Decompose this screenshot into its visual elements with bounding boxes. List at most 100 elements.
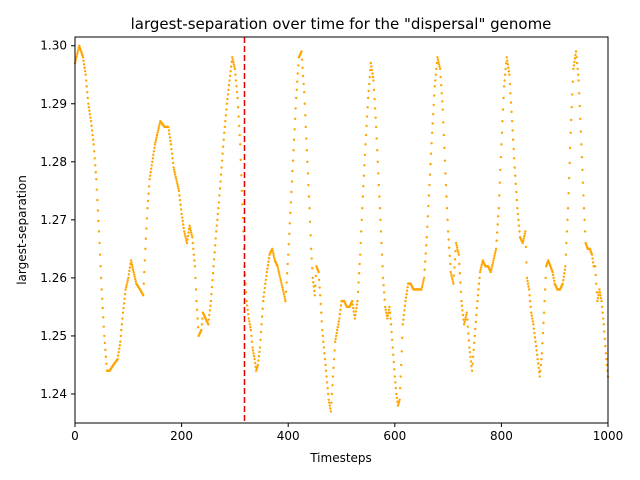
data-point <box>364 133 368 137</box>
chart-title: largest-separation over time for the "di… <box>131 15 552 33</box>
data-point <box>448 254 451 258</box>
data-point <box>294 107 297 110</box>
data-point <box>261 307 264 311</box>
data-point <box>285 281 288 284</box>
data-point <box>580 143 583 146</box>
data-point <box>288 232 291 235</box>
data-point <box>582 207 586 210</box>
data-point <box>509 92 512 95</box>
data-point <box>458 262 461 266</box>
data-point <box>83 70 87 73</box>
data-point <box>153 143 157 146</box>
data-point <box>146 207 149 210</box>
data-point <box>170 147 173 151</box>
data-point <box>181 219 184 223</box>
data-point <box>515 198 519 202</box>
data-point <box>358 262 361 266</box>
data-point <box>451 277 454 281</box>
data-point <box>381 276 385 280</box>
data-point <box>420 285 424 289</box>
data-point <box>459 290 463 294</box>
data-point <box>501 119 504 123</box>
data-point <box>565 241 568 245</box>
data-point <box>217 201 221 204</box>
data-point <box>145 227 148 230</box>
data-point <box>455 244 458 247</box>
data-point <box>567 176 571 180</box>
data-point <box>239 158 242 162</box>
data-point <box>493 252 497 255</box>
data-point <box>265 274 268 278</box>
data-point <box>509 101 513 104</box>
data-point <box>566 218 569 222</box>
data-point <box>475 306 479 310</box>
data-point <box>402 318 405 321</box>
data-point <box>597 294 600 297</box>
data-point <box>175 180 178 183</box>
data-point <box>474 327 477 331</box>
data-point <box>360 230 363 233</box>
data-point <box>576 67 579 71</box>
data-point <box>394 381 397 384</box>
data-point <box>233 67 237 71</box>
data-point <box>322 346 326 349</box>
y-tick-label: 1.24 <box>40 387 67 401</box>
data-point <box>289 201 293 204</box>
data-point <box>571 93 574 96</box>
data-point <box>495 239 498 242</box>
data-point <box>433 94 436 97</box>
data-point <box>281 285 284 289</box>
data-point <box>528 294 531 297</box>
data-point <box>291 169 294 173</box>
data-point <box>568 161 571 165</box>
data-point <box>456 248 459 252</box>
data-point <box>312 281 315 284</box>
data-point <box>128 266 132 269</box>
data-point <box>429 162 432 166</box>
data-point <box>324 363 327 367</box>
data-point <box>143 270 146 274</box>
data-point <box>367 89 370 93</box>
data-point <box>469 360 473 363</box>
data-point <box>542 321 545 325</box>
data-point <box>331 375 335 378</box>
data-point <box>378 207 382 210</box>
data-point <box>88 109 91 112</box>
data-point <box>356 290 360 294</box>
data-point <box>490 266 494 269</box>
data-point <box>379 218 382 222</box>
data-point <box>104 355 108 359</box>
data-point <box>102 325 105 328</box>
data-point <box>590 253 594 256</box>
data-point <box>532 327 536 330</box>
data-point <box>144 237 148 240</box>
data-point <box>231 56 234 59</box>
data-point <box>422 279 425 282</box>
data-point <box>119 340 122 343</box>
data-point <box>207 318 210 321</box>
data-point <box>234 79 238 82</box>
data-point <box>492 259 495 262</box>
data-point <box>598 288 601 291</box>
data-point <box>425 244 428 247</box>
data-point <box>459 281 462 284</box>
data-point <box>379 230 383 233</box>
data-point <box>322 340 325 343</box>
data-point <box>233 65 236 68</box>
data-point <box>375 137 378 140</box>
data-point <box>118 347 121 350</box>
data-point <box>313 289 316 293</box>
data-point <box>151 157 155 160</box>
data-point <box>511 129 514 132</box>
data-point <box>94 164 97 167</box>
data-point <box>89 119 93 123</box>
data-point <box>296 80 299 83</box>
data-point <box>129 259 133 262</box>
data-point <box>511 138 515 141</box>
data-point <box>352 310 355 313</box>
data-point <box>324 369 328 372</box>
data-point <box>152 153 155 157</box>
data-point <box>552 276 555 280</box>
data-point <box>399 375 402 378</box>
data-point <box>470 364 473 368</box>
